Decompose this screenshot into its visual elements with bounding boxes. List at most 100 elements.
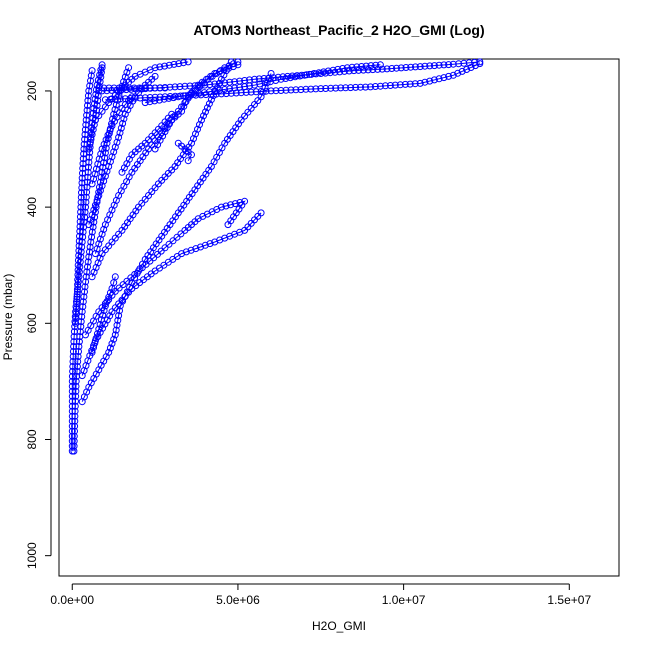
data-point — [173, 233, 181, 241]
data-point — [71, 402, 79, 410]
data-point — [161, 62, 169, 70]
data-point — [206, 240, 214, 248]
data-point — [108, 153, 116, 161]
data-point — [76, 328, 84, 336]
data-point — [94, 259, 102, 267]
data-point — [156, 63, 164, 71]
data-point — [121, 73, 129, 81]
data-point — [93, 245, 101, 253]
data-point — [372, 61, 380, 69]
data-point — [82, 278, 90, 286]
data-point — [142, 85, 149, 93]
data-point — [84, 102, 91, 109]
data-point — [203, 104, 211, 112]
data-point — [168, 110, 176, 118]
data-point — [141, 99, 149, 107]
data-point — [123, 68, 131, 76]
y-tick-label: 800 — [25, 429, 39, 449]
data-point — [416, 63, 424, 71]
data-point — [82, 203, 89, 211]
data-point — [92, 334, 100, 342]
data-point — [146, 94, 154, 101]
data-point — [310, 70, 318, 77]
data-point — [176, 83, 184, 91]
data-point — [73, 295, 81, 303]
data-point — [217, 203, 225, 211]
data-point — [84, 258, 92, 266]
data-point — [121, 95, 129, 103]
data-point — [217, 90, 225, 98]
y-tick-label: 1000 — [25, 542, 39, 569]
data-point — [128, 93, 136, 101]
data-point — [71, 427, 78, 435]
data-point — [79, 303, 87, 311]
data-point — [127, 274, 135, 282]
data-point — [78, 174, 86, 182]
data-point — [393, 64, 400, 72]
data-point — [151, 64, 159, 72]
data-point — [296, 72, 304, 80]
data-point — [105, 163, 113, 170]
data-point — [255, 75, 263, 83]
plot-frame — [58, 58, 620, 577]
data-point — [246, 82, 253, 90]
data-point — [160, 95, 168, 103]
series-line — [75, 70, 93, 324]
data-point — [74, 271, 82, 279]
data-point — [430, 76, 438, 84]
data-point — [315, 69, 323, 77]
data-point — [348, 63, 356, 71]
data-point — [225, 62, 233, 70]
y-axis-label: Pressure (mbar) — [1, 274, 15, 361]
data-point — [222, 90, 230, 98]
data-point — [76, 227, 84, 235]
x-tick-label: 1.5e+07 — [547, 593, 591, 607]
data-point — [82, 193, 90, 201]
data-point — [342, 84, 350, 92]
data-point — [98, 182, 106, 190]
data-point — [327, 84, 335, 92]
data-point — [79, 155, 87, 163]
data-point — [257, 93, 265, 101]
data-point — [80, 145, 88, 153]
data-point — [75, 247, 83, 255]
data-point — [72, 319, 80, 327]
data-point — [76, 213, 84, 221]
data-point — [75, 348, 82, 355]
data-point — [69, 358, 77, 365]
data-point — [332, 84, 340, 92]
data-point — [94, 160, 102, 168]
data-point — [79, 160, 87, 168]
data-point — [105, 293, 113, 301]
data-point — [104, 131, 112, 139]
data-point — [106, 127, 114, 134]
data-point — [232, 89, 240, 97]
data-point — [220, 66, 228, 74]
data-point — [381, 82, 389, 90]
data-point — [282, 86, 290, 94]
data-point — [161, 244, 169, 252]
data-point — [260, 75, 268, 82]
data-point — [165, 240, 173, 248]
data-point — [430, 62, 438, 70]
data-point — [100, 225, 108, 233]
data-point — [111, 273, 119, 281]
data-point — [71, 412, 79, 420]
data-point — [100, 307, 108, 314]
data-point — [75, 242, 83, 250]
data-point — [272, 77, 280, 84]
data-point — [108, 340, 116, 348]
data-point — [110, 148, 118, 156]
data-point — [83, 268, 91, 276]
data-point — [188, 139, 195, 147]
data-point — [151, 84, 159, 92]
data-point — [192, 245, 200, 253]
data-point — [83, 111, 91, 119]
data-point — [113, 321, 121, 329]
data-point — [367, 83, 374, 91]
y-tick-label: 400 — [25, 197, 39, 217]
data-point — [334, 65, 342, 73]
data-point — [126, 95, 134, 102]
data-point — [106, 344, 114, 352]
data-point — [460, 59, 468, 67]
